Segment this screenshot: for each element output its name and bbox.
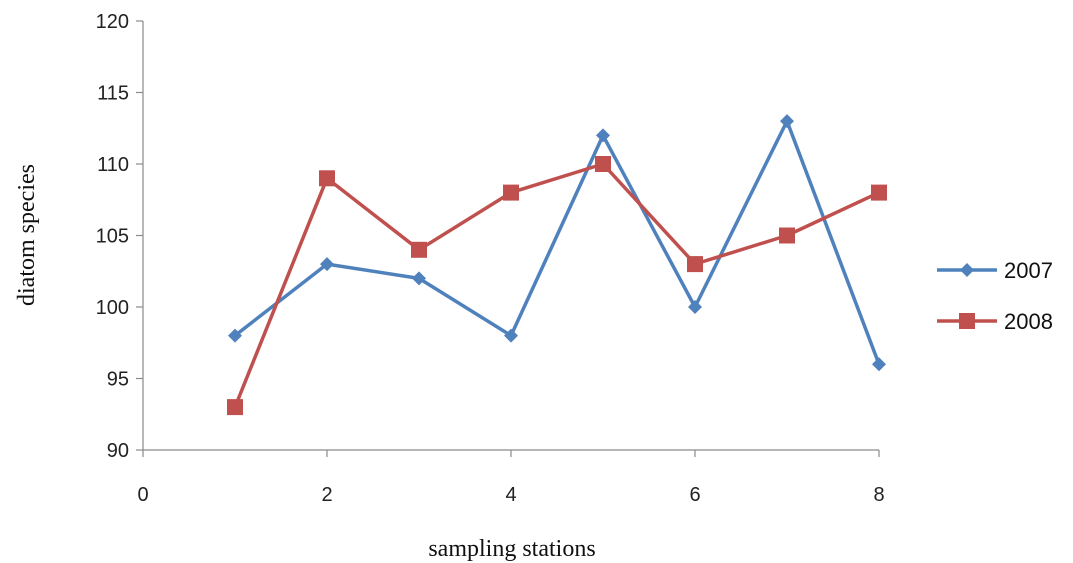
data-point-2008 [595, 156, 611, 172]
axes: 90 95 100 105 110 115 120 0 2 4 6 8 [96, 11, 885, 506]
y-tick-label: 115 [97, 83, 129, 105]
series-line-2008 [233, 162, 880, 408]
data-point-2007 [504, 328, 518, 343]
data-point-2007 [320, 257, 334, 272]
legend-label-2008: 2008 [1004, 309, 1053, 334]
legend: 2007 2008 [937, 258, 1053, 334]
data-point-2008 [503, 184, 519, 201]
series-line-2007 [233, 119, 881, 365]
data-point-2007 [872, 357, 886, 372]
data-point-2007 [780, 114, 794, 129]
x-tick-label: 6 [689, 484, 700, 506]
x-axis-title: sampling stations [428, 536, 595, 562]
y-tick-label: 110 [97, 154, 129, 176]
x-tick-label: 4 [505, 484, 516, 506]
series-2008 [227, 156, 887, 416]
y-tick-label: 100 [96, 297, 129, 319]
data-point-2008 [687, 256, 703, 273]
y-tick-label: 95 [107, 369, 129, 391]
x-tick-label: 0 [137, 484, 148, 506]
data-point-2007 [596, 128, 610, 143]
y-tick-label: 120 [96, 11, 129, 33]
y-tick-label: 90 [107, 440, 129, 462]
data-point-2007 [412, 271, 426, 286]
legend-label-2007: 2007 [1004, 258, 1053, 283]
data-point-2007 [228, 328, 242, 343]
y-axis-title: diatom species [14, 164, 40, 306]
y-tick-label: 105 [96, 226, 129, 248]
data-point-2008 [871, 184, 887, 201]
legend-marker-2008 [959, 313, 975, 329]
data-point-2008 [227, 399, 243, 416]
series-2007 [228, 114, 886, 372]
data-point-2007 [688, 300, 702, 314]
series-layer [227, 114, 887, 416]
legend-marker-2007 [960, 263, 974, 277]
x-tick-label: 2 [321, 484, 332, 506]
x-tick-label: 8 [873, 484, 884, 506]
data-point-2008 [779, 227, 795, 244]
data-point-2008 [411, 241, 427, 258]
data-point-2008 [319, 170, 335, 187]
